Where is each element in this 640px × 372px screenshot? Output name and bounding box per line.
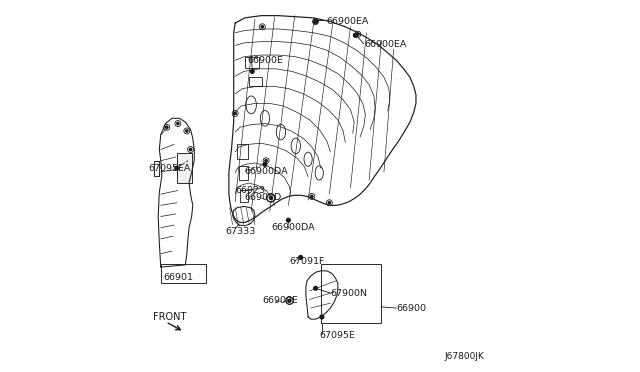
Circle shape xyxy=(265,160,267,162)
Circle shape xyxy=(234,112,236,115)
Circle shape xyxy=(289,299,291,302)
Bar xyxy=(321,264,381,323)
Text: J67800JK: J67800JK xyxy=(445,352,484,361)
Circle shape xyxy=(310,195,313,198)
Text: 66923: 66923 xyxy=(235,186,266,195)
Text: 67095E: 67095E xyxy=(319,331,355,340)
Text: 67333: 67333 xyxy=(225,227,255,236)
Circle shape xyxy=(270,197,272,199)
Bar xyxy=(239,166,248,180)
Text: FRONT: FRONT xyxy=(154,312,187,322)
Circle shape xyxy=(289,299,291,302)
Circle shape xyxy=(314,20,317,23)
Circle shape xyxy=(357,33,359,35)
Bar xyxy=(177,153,193,183)
Circle shape xyxy=(189,148,191,151)
Bar xyxy=(240,190,248,202)
Circle shape xyxy=(353,33,357,37)
Circle shape xyxy=(299,256,303,259)
Circle shape xyxy=(270,197,272,199)
Circle shape xyxy=(320,315,324,319)
Circle shape xyxy=(263,163,267,166)
Text: 66900D: 66900D xyxy=(245,193,282,202)
Text: 66900E: 66900E xyxy=(248,56,284,65)
Circle shape xyxy=(328,202,330,204)
Bar xyxy=(237,144,248,159)
Bar xyxy=(248,77,262,86)
Text: 66901: 66901 xyxy=(163,273,193,282)
Circle shape xyxy=(314,20,317,23)
Circle shape xyxy=(261,26,264,28)
Circle shape xyxy=(314,286,317,290)
Circle shape xyxy=(250,70,254,73)
Text: 66900: 66900 xyxy=(396,304,426,312)
Text: 66900EA: 66900EA xyxy=(364,40,406,49)
Text: 67095EA: 67095EA xyxy=(148,164,191,173)
Circle shape xyxy=(177,122,179,125)
Text: 66900DA: 66900DA xyxy=(245,167,289,176)
Circle shape xyxy=(175,166,179,170)
Circle shape xyxy=(186,130,188,132)
Text: 67900N: 67900N xyxy=(330,289,367,298)
Text: 66900E: 66900E xyxy=(262,296,298,305)
Text: 66900DA: 66900DA xyxy=(271,223,314,232)
Bar xyxy=(245,57,259,68)
Bar xyxy=(161,264,206,283)
Circle shape xyxy=(287,218,291,222)
Circle shape xyxy=(166,126,168,128)
Text: 67091F: 67091F xyxy=(289,257,325,266)
Text: 66900EA: 66900EA xyxy=(326,17,369,26)
